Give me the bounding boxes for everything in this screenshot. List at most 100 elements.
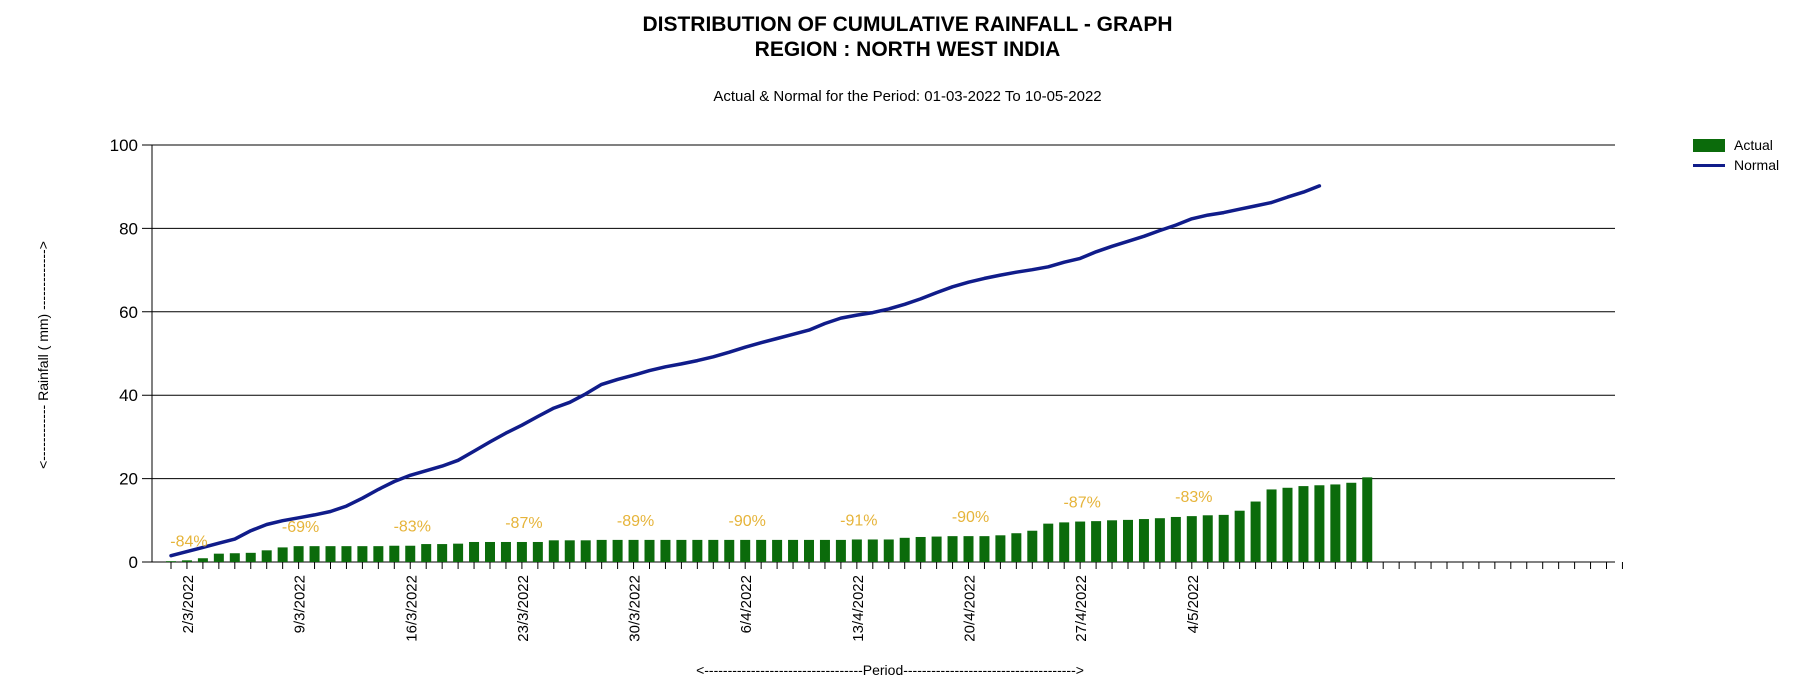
bar-actual (1123, 519, 1133, 562)
bar-actual (197, 558, 208, 562)
bar-actual (1346, 482, 1357, 562)
bar-actual (548, 540, 559, 562)
bar-actual (1330, 484, 1341, 562)
bar-actual (835, 539, 846, 562)
bar-actual (899, 537, 910, 562)
bar-actual (325, 546, 336, 562)
bar-actual (644, 539, 655, 562)
y-tick-label: 40 (119, 386, 138, 405)
bar-actual (373, 546, 384, 562)
bar-actual (804, 539, 814, 562)
bar-actual (500, 541, 511, 562)
bar-actual (1027, 530, 1038, 562)
line-normal (169, 184, 1322, 558)
x-tick-label: 13/4/2022 (850, 575, 867, 642)
bar-actual (1234, 510, 1245, 562)
legend-label-normal: Normal (1734, 157, 1780, 173)
y-tick-label: 0 (129, 553, 138, 572)
bar-actual (851, 539, 862, 562)
bar-actual (947, 536, 958, 562)
bar-actual (1170, 516, 1181, 562)
bar-actual (1186, 516, 1197, 562)
bar-actual (740, 539, 751, 562)
x-tick-label: 2/3/2022 (180, 575, 197, 633)
bar-actual (1138, 519, 1149, 562)
chart-legend: Actual Normal (1693, 135, 1779, 175)
bar-actual (915, 536, 926, 562)
bar-actual (437, 544, 448, 562)
bar-actual (453, 543, 464, 562)
departure-label: -87% (1063, 495, 1100, 512)
departure-label: -83% (394, 519, 431, 536)
bar-actual (245, 552, 256, 562)
bar-actual (867, 539, 878, 562)
bar-actual (389, 545, 400, 562)
bar-actual (1011, 533, 1022, 562)
departure-label: -89% (617, 513, 654, 530)
bar-actual (692, 539, 703, 562)
departure-label: -90% (952, 509, 989, 526)
bar-actual (1043, 523, 1054, 562)
y-tick-label: 100 (110, 136, 138, 155)
x-axis-label: <----------------------------------Perio… (696, 662, 1084, 678)
bar-actual (166, 561, 176, 562)
bar-actual (229, 553, 240, 562)
bar-actual (772, 539, 783, 562)
bar-actual (1202, 515, 1213, 562)
bar-actual (1154, 518, 1165, 562)
y-tick-label: 60 (119, 303, 138, 322)
bar-actual (516, 541, 527, 562)
y-tick-label: 20 (119, 470, 138, 489)
departure-label: -83% (1175, 489, 1212, 506)
bar-actual (612, 539, 623, 562)
chart-region-title: REGION : NORTH WEST INDIA (754, 38, 1061, 61)
bar-actual (963, 536, 974, 562)
bar-actual (756, 539, 767, 562)
bar-actual (596, 539, 607, 562)
bar-actual (181, 560, 192, 562)
x-tick-label: 6/4/2022 (738, 575, 755, 633)
bar-actual (532, 541, 543, 562)
bar-actual (1218, 514, 1229, 562)
bar-actual (1091, 521, 1102, 562)
departure-label: -87% (505, 515, 542, 532)
bar-actual (213, 553, 224, 562)
bar-actual (1075, 521, 1086, 562)
bar-actual (1298, 486, 1309, 562)
bar-actual (819, 539, 830, 562)
bar-actual (788, 539, 799, 562)
departure-label: -90% (729, 513, 766, 530)
bar-actual (708, 539, 719, 562)
legend-swatch-actual (1693, 138, 1725, 152)
bar-actual (1250, 501, 1261, 562)
bar-actual (341, 546, 352, 562)
bar-actual (995, 535, 1006, 562)
y-axis-label: <------------ Rainfall ( mm) -----------… (35, 241, 51, 469)
bar-actual (724, 539, 735, 562)
bar-actual (309, 546, 320, 562)
bar-actual (580, 540, 591, 562)
legend-swatch-normal (1693, 163, 1725, 167)
bar-actual (293, 546, 304, 562)
bar-actual (628, 539, 639, 562)
bar-actual (1282, 487, 1293, 562)
chart-title: DISTRIBUTION OF CUMULATIVE RAINFALL - GR… (642, 13, 1173, 36)
bar-actual (1314, 485, 1325, 562)
bar-actual (485, 541, 495, 562)
x-tick-label: 30/3/2022 (627, 575, 644, 642)
bar-actual (405, 545, 416, 562)
x-tick-label: 23/3/2022 (515, 575, 532, 642)
bar-actual (1266, 489, 1277, 562)
x-tick-label: 9/3/2022 (292, 575, 309, 633)
bar-actual (1107, 520, 1118, 562)
bar-actual (979, 536, 990, 562)
legend-item-actual[interactable]: Actual (1693, 135, 1779, 155)
legend-label-actual: Actual (1734, 137, 1773, 153)
legend-item-normal[interactable]: Normal (1693, 155, 1779, 175)
bar-actual (676, 539, 687, 562)
bar-actual (421, 544, 432, 562)
x-tick-label: 16/3/2022 (403, 575, 420, 642)
departure-label: -91% (840, 512, 877, 529)
chart-subtitle: Actual & Normal for the Period: 01-03-20… (713, 88, 1102, 105)
